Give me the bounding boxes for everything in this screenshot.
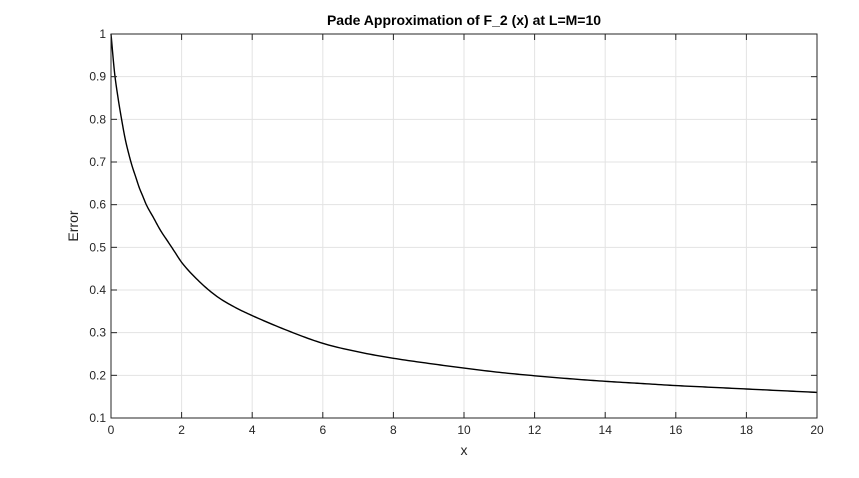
y-tick-label: 1 (99, 27, 106, 41)
chart-title: Pade Approximation of F_2 (x) at L=M=10 (327, 12, 601, 28)
x-tick-label: 4 (249, 423, 256, 437)
y-tick-label: 0.7 (89, 155, 106, 169)
grid (111, 34, 817, 418)
x-axis-label: x (461, 442, 468, 458)
x-tick-label: 12 (528, 423, 542, 437)
ticks (110, 33, 818, 419)
x-tick-label: 20 (810, 423, 824, 437)
series-line (110, 33, 818, 394)
x-tick-label: 2 (178, 423, 185, 437)
tick-labels: 0 2 4 6 8 10 12 14 16 18 20 0.1 0.2 0.3 0.4 0.5 0.6 0.7 0.… (89, 27, 824, 437)
y-tick-label: 0.9 (89, 70, 106, 84)
y-tick-label: 0.3 (89, 326, 106, 340)
x-tick-label: 8 (390, 423, 397, 437)
x-tick-label: 16 (669, 423, 683, 437)
x-tick-label: 14 (599, 423, 613, 437)
y-tick-label: 0.4 (89, 283, 106, 297)
series-group (110, 33, 818, 394)
x-tick-label: 10 (457, 423, 471, 437)
y-tick-label: 0.6 (89, 198, 106, 212)
x-tick-label: 18 (740, 423, 754, 437)
x-tick-label: 0 (108, 423, 115, 437)
y-tick-label: 0.8 (89, 112, 106, 126)
y-axis-label: Error (65, 210, 81, 241)
x-tick-label: 6 (319, 423, 326, 437)
y-tick-label: 0.5 (89, 240, 106, 254)
y-tick-label: 0.1 (89, 411, 106, 425)
y-tick-label: 0.2 (89, 368, 106, 382)
